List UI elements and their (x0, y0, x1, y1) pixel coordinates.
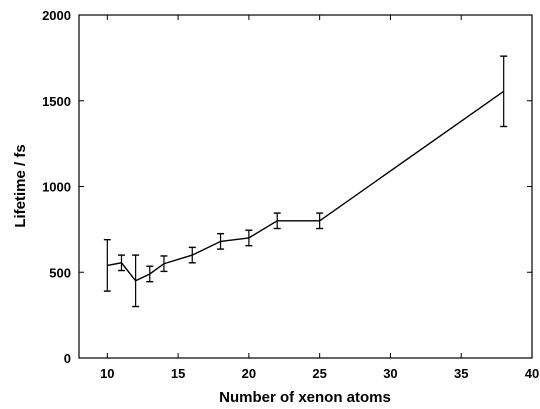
error-bar (500, 55, 508, 128)
plot-frame (78, 14, 533, 359)
error-bar (273, 212, 281, 230)
x-tick-label: 40 (525, 366, 539, 381)
x-tick-label: 15 (171, 366, 185, 381)
x-tick-label: 30 (383, 366, 397, 381)
x-tick-label: 10 (100, 366, 114, 381)
error-bar (132, 254, 140, 308)
x-axis-label: Number of xenon atoms (219, 389, 391, 406)
y-tick-label: 0 (64, 351, 71, 366)
axis-ticks: 10 15 20 25 30 35 40 0 500 1000 1500 2000 (42, 8, 539, 381)
error-bar (245, 229, 253, 247)
x-tick-label: 20 (242, 366, 256, 381)
error-bar (146, 265, 154, 283)
x-tick-label: 25 (312, 366, 326, 381)
series-line-group (107, 90, 505, 282)
y-tick-label: 1500 (42, 94, 71, 109)
y-tick-label: 2000 (42, 8, 71, 23)
error-bar (217, 232, 225, 250)
error-bar (316, 212, 324, 230)
error-bars (103, 55, 508, 308)
y-tick-label: 500 (49, 265, 71, 280)
error-bar (188, 246, 196, 264)
y-tick-label: 1000 (42, 180, 71, 195)
error-bar (160, 255, 168, 273)
error-bar (103, 238, 111, 292)
series-line (107, 90, 505, 282)
x-tick-label: 35 (454, 366, 468, 381)
error-bar (117, 254, 125, 272)
y-axis-label: Lifetime / fs (12, 144, 29, 227)
